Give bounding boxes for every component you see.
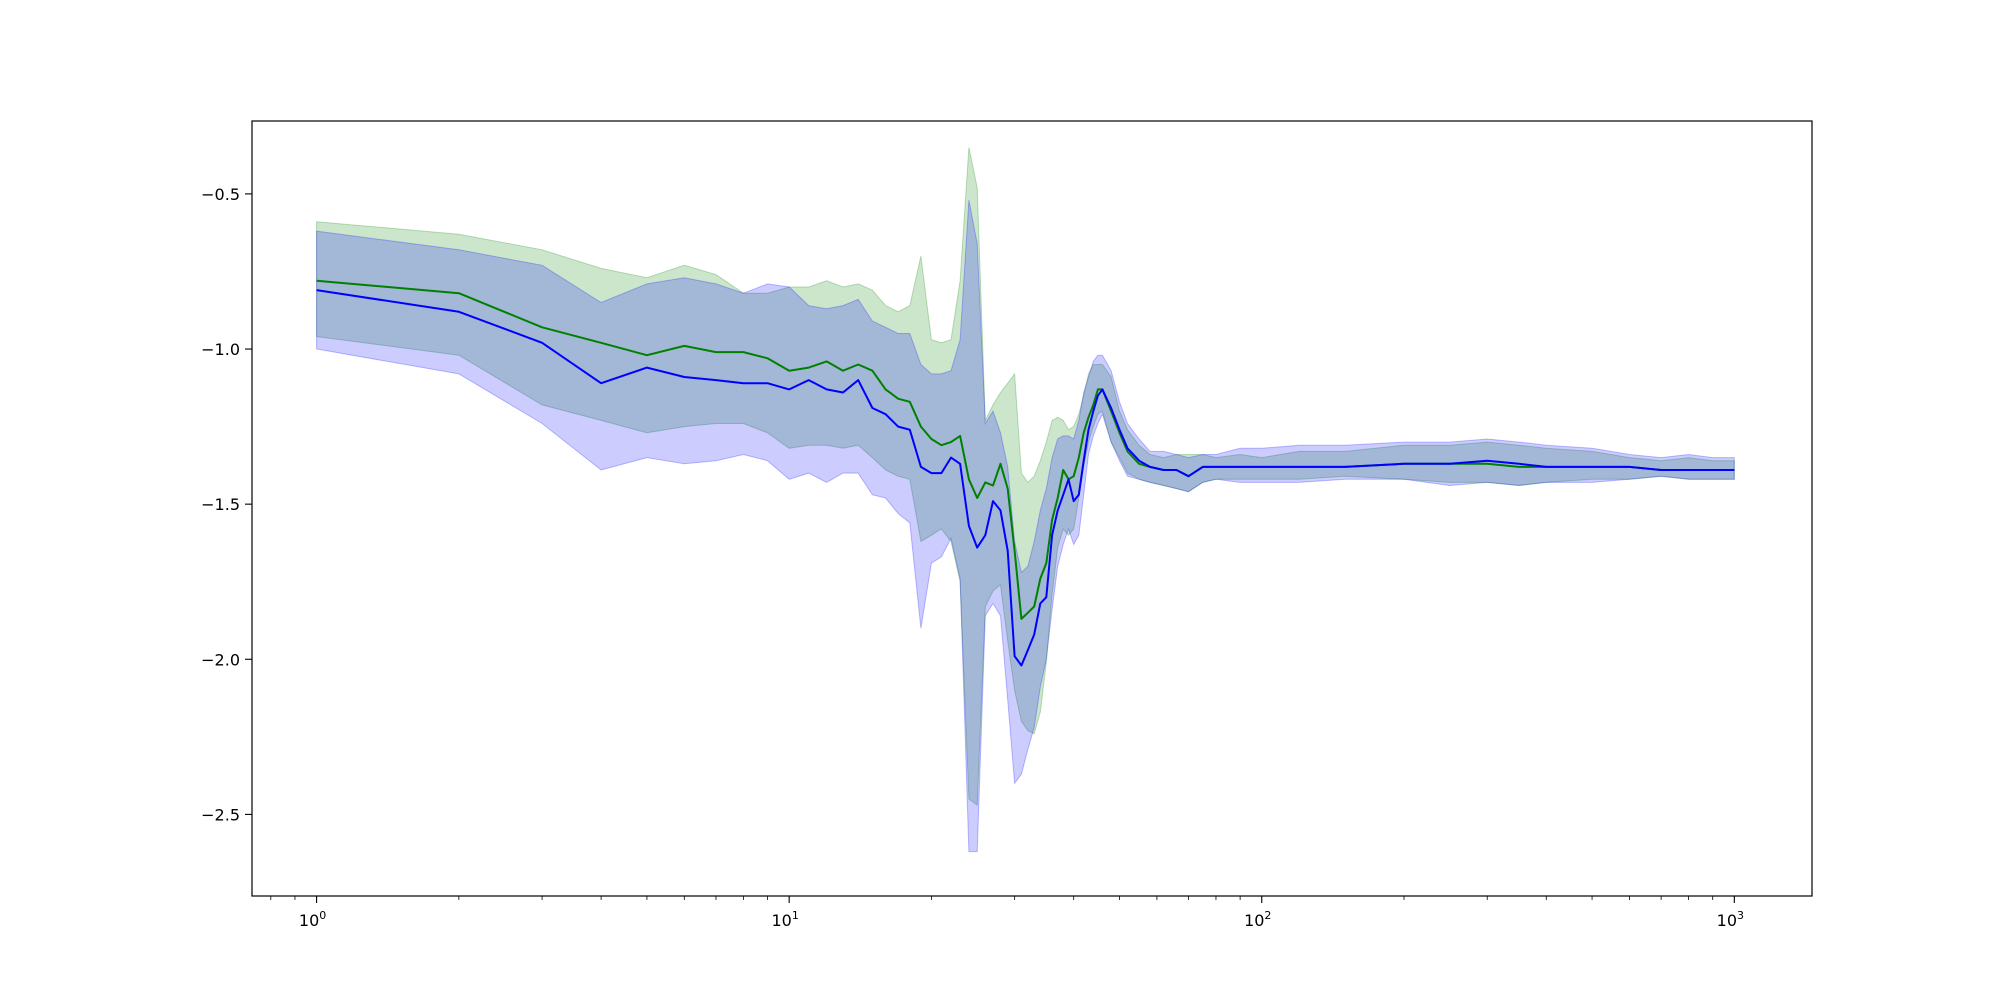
- y-tick-label: −2.0: [201, 650, 240, 669]
- confidence-bands: [316, 147, 1735, 853]
- y-tick-label: −2.5: [201, 805, 240, 824]
- y-tick-label: −0.5: [201, 185, 240, 204]
- line-series-1: [316, 289, 1735, 667]
- series-lines: [316, 279, 1735, 667]
- y-tick-label: −1.5: [201, 495, 240, 514]
- y-tick-label: −1.0: [201, 340, 240, 359]
- band-series-1: [316, 200, 1735, 853]
- y-axis: −0.5 −1.0 −1.5 −2.0 −2.5: [201, 185, 252, 824]
- band-series-0: [316, 147, 1735, 807]
- plot-area-frame: [251, 120, 1813, 897]
